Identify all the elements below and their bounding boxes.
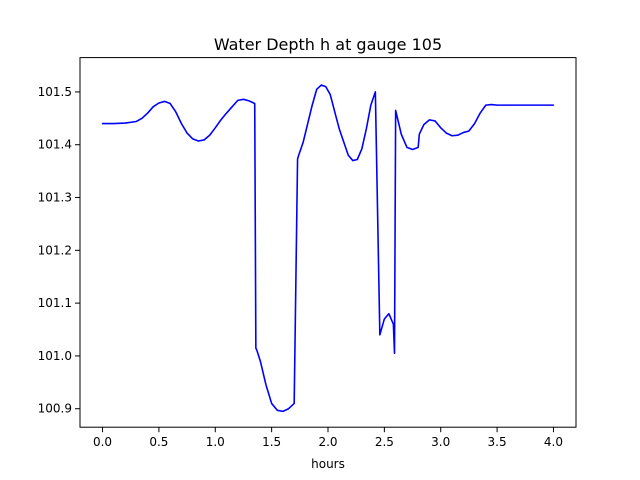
x-tick-label: 3.0	[431, 435, 450, 449]
y-tick-label: 100.9	[38, 402, 72, 416]
x-tick-label: 1.0	[206, 435, 225, 449]
chart-title: Water Depth h at gauge 105	[214, 35, 442, 54]
y-tick-label: 101.2	[38, 243, 72, 257]
x-axis-label: hours	[311, 457, 345, 471]
x-tick-label: 0.0	[93, 435, 112, 449]
y-tick-label: 101.3	[38, 191, 72, 205]
x-tick-label: 3.5	[488, 435, 507, 449]
x-tick-label: 1.5	[262, 435, 281, 449]
x-tick-label: 4.0	[544, 435, 563, 449]
y-tick-label: 101.4	[38, 138, 72, 152]
x-tick-label: 2.5	[375, 435, 394, 449]
series-line-gauge-105	[101, 84, 555, 413]
y-tick-label: 101.5	[38, 85, 72, 99]
y-tick-label: 101.0	[38, 349, 72, 363]
plot-frame	[79, 57, 577, 428]
x-axis: 0.0 0.5 1.0 1.5 2.0 2.5 3.0 3.5 4.0	[93, 427, 563, 449]
plot-area	[101, 84, 555, 413]
y-axis: 100.9 101.0 101.1 101.2 101.3 101.4 101.5	[38, 85, 80, 416]
x-tick-label: 0.5	[149, 435, 168, 449]
y-tick-label: 101.1	[38, 296, 72, 310]
x-tick-label: 2.0	[318, 435, 337, 449]
